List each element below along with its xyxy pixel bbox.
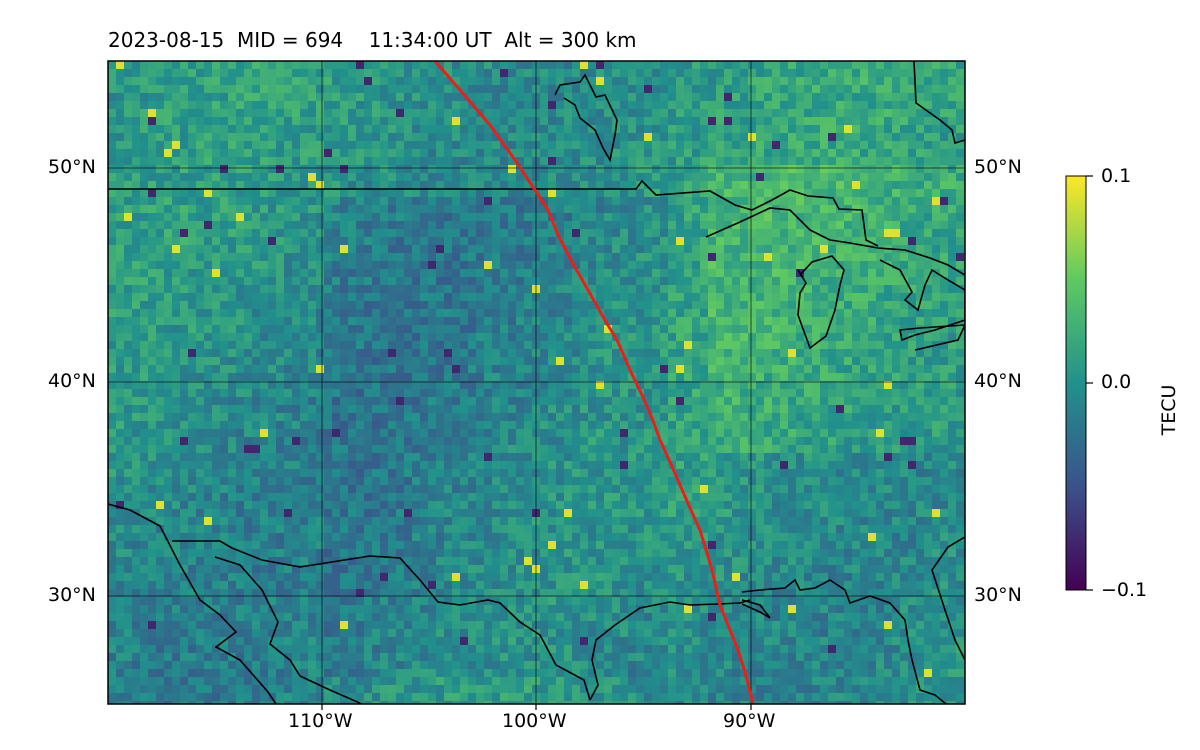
lon-label-90w: 90°W: [723, 710, 776, 732]
colorbar-tick-zero: 0.0: [1101, 371, 1132, 393]
us-canada-border: [108, 179, 879, 247]
coastlines: [108, 61, 965, 704]
lat-label-left-30n: 30°N: [48, 584, 96, 606]
gulf-coast-west: [589, 599, 751, 701]
colorbar-tick-max: 0.1: [1101, 165, 1132, 187]
lake-superior: [705, 207, 965, 276]
lat-label-left-40n: 40°N: [48, 370, 96, 392]
colorbar-tick-min: −0.1: [1101, 579, 1148, 601]
gulf-coast-east: [741, 578, 947, 704]
lat-label-left-50n: 50°N: [48, 156, 96, 178]
title-alt: Alt = 300 km: [504, 28, 637, 52]
title-time: 11:34:00 UT: [368, 28, 492, 52]
hudson-bay-coast: [554, 73, 618, 163]
colorbar: [1065, 175, 1087, 591]
lat-label-right-50n: 50°N: [974, 156, 1022, 178]
colorbar-label: TECU: [1158, 384, 1180, 436]
lake-michigan: [797, 255, 845, 350]
axis-ticks: [321, 704, 752, 710]
lake-huron-erie: [879, 259, 965, 351]
ontario-coast: [913, 61, 965, 145]
florida-atlantic: [931, 536, 965, 661]
lon-label-110w: 110°W: [288, 710, 353, 732]
lon-label-100w: 100°W: [502, 710, 567, 732]
map-title: 2023-08-15 MID = 694 11:34:00 UT Alt = 3…: [108, 28, 637, 52]
terminator-track: [433, 61, 755, 704]
graticule: [108, 61, 965, 704]
title-date: 2023-08-15: [108, 28, 225, 52]
baja-california: [214, 556, 363, 704]
florida-gulf-bend: [741, 599, 771, 619]
colorbar-ticks: [1086, 175, 1093, 591]
tec-grid: [108, 61, 965, 704]
lat-label-right-30n: 30°N: [974, 584, 1022, 606]
us-mexico-border: [172, 540, 591, 701]
lat-label-right-40n: 40°N: [974, 370, 1022, 392]
title-mid: MID = 694: [236, 28, 344, 52]
pacific-coast: [108, 503, 277, 704]
